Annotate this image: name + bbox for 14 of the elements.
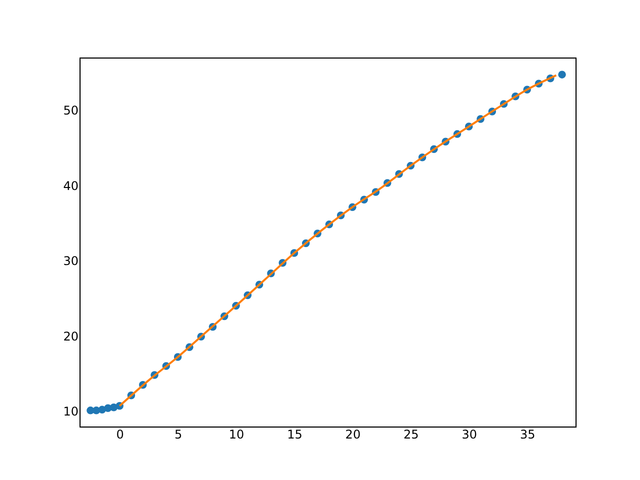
x-tick-label: 35 [520,428,536,442]
y-tick-label: 10 [63,404,78,419]
y-tick-label: 40 [63,178,78,193]
y-tick-label: 30 [63,254,78,268]
y-tick-label: 20 [63,329,78,344]
x-tick-label: 30 [462,428,478,442]
x-tick-label: 20 [345,428,361,442]
x-tick-label: 10 [228,428,244,442]
point [558,70,566,78]
x-tick-label: 25 [404,428,419,442]
x-tick-label: 0 [116,428,124,442]
x-tick-label: 15 [287,428,302,442]
y-tick-label: 50 [63,103,78,118]
x-tick-label: 5 [174,428,182,442]
